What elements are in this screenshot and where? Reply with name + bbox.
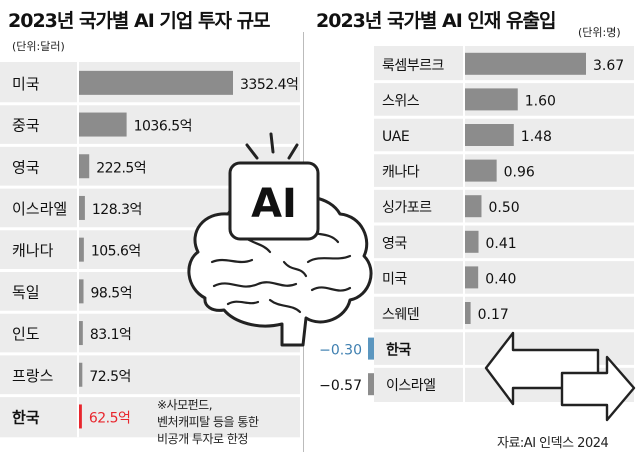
investment-value-label: 3352.4억: [240, 77, 298, 93]
ai-brain-illustration: AI: [187, 132, 636, 422]
investment-value-label: 105.6억: [91, 244, 141, 260]
talent-category-label: 룩셈부르크: [382, 58, 445, 74]
talent-bar: [465, 159, 497, 182]
footnote: ※사모펀드, 벤처캐피탈 등을 통한 비공개 투자로 한정: [157, 397, 259, 448]
investment-value-label: 72.5억: [89, 369, 131, 385]
talent-category-label: 캐나다: [382, 165, 420, 181]
investment-category-label: 캐나다: [12, 242, 54, 260]
investment-category-label: 중국: [12, 117, 40, 135]
investment-bar: [79, 195, 85, 220]
talent-value-label: 0.50: [488, 200, 519, 216]
investment-category-label: 독일: [12, 283, 40, 301]
investment-bar: [79, 154, 90, 179]
spark-lines: [245, 132, 299, 160]
talent-category-label: 이스라엘: [386, 378, 436, 394]
investment-bar: [79, 321, 83, 346]
right-chart-title: 2023년 국가별 AI 인재 유출입: [316, 10, 556, 32]
talent-bar: [465, 302, 471, 324]
footnote-line-2: 벤처캐피탈 등을 통한: [157, 415, 259, 429]
investment-category-label: 프랑스: [12, 367, 54, 385]
left-chart-title: 2023년 국가별 AI 기업 투자 규모: [8, 10, 271, 32]
investment-bar: [79, 70, 233, 95]
ai-chip: AI: [228, 161, 320, 241]
talent-bar: [368, 373, 374, 396]
talent-bar: [465, 52, 586, 75]
talent-value-label: 0.41: [486, 236, 517, 252]
exchange-arrows-icon: [484, 331, 636, 422]
talent-bar: [465, 266, 479, 289]
talent-category-label: 스위스: [382, 93, 420, 109]
investment-category-label: 이스라엘: [12, 200, 67, 218]
talent-value-label: 0.40: [485, 271, 516, 287]
investment-bar: [79, 279, 84, 304]
talent-category-label: 미국: [382, 271, 407, 287]
source-credit: 자료:AI 인덱스 2024: [497, 436, 609, 451]
ai-chip-label: AI: [251, 181, 297, 227]
investment-value-label: 128.3억: [92, 202, 142, 218]
left-chart-unit: (단위:달러): [12, 40, 65, 53]
investment-bar: [79, 237, 84, 262]
investment-bar: [79, 404, 82, 429]
talent-category-label: UAE: [382, 129, 409, 145]
talent-value-label: −0.30: [319, 343, 362, 359]
talent-value-label: 0.17: [478, 307, 509, 323]
talent-category-label: 한국: [386, 343, 411, 359]
talent-category-label: 스웨덴: [382, 307, 419, 323]
talent-bar: [368, 337, 374, 360]
investment-value-label: 1036.5억: [134, 119, 192, 135]
investment-value-label: 62.5억: [89, 410, 131, 426]
talent-bar: [465, 88, 518, 111]
talent-value-label: 0.96: [504, 165, 535, 181]
investment-value-label: 98.5억: [91, 285, 133, 301]
talent-category-label: 영국: [382, 236, 407, 252]
investment-bar: [79, 362, 83, 387]
investment-category-label: 영국: [12, 158, 40, 176]
talent-category-label: 싱가포르: [382, 200, 432, 216]
investment-value-label: 222.5억: [96, 160, 146, 176]
talent-value-label: −0.57: [319, 378, 362, 394]
talent-value-label: 3.67: [593, 58, 624, 74]
talent-bar: [465, 124, 514, 146]
investment-bar: [79, 112, 127, 137]
investment-category-label: 인도: [12, 325, 40, 343]
talent-bar: [465, 230, 479, 253]
talent-value-label: 1.48: [521, 129, 552, 145]
bar-layer: [79, 52, 586, 429]
footnote-line-1: ※사모펀드,: [157, 398, 213, 412]
talent-value-label: 1.60: [525, 93, 556, 109]
right-chart-unit: (단위:명): [578, 26, 621, 39]
investment-value-label: 83.1억: [90, 327, 132, 343]
investment-category-label: 미국: [12, 75, 40, 93]
footnote-line-3: 비공개 투자로 한정: [157, 432, 248, 446]
talent-bar: [465, 195, 482, 218]
investment-category-label: 한국: [12, 408, 40, 426]
